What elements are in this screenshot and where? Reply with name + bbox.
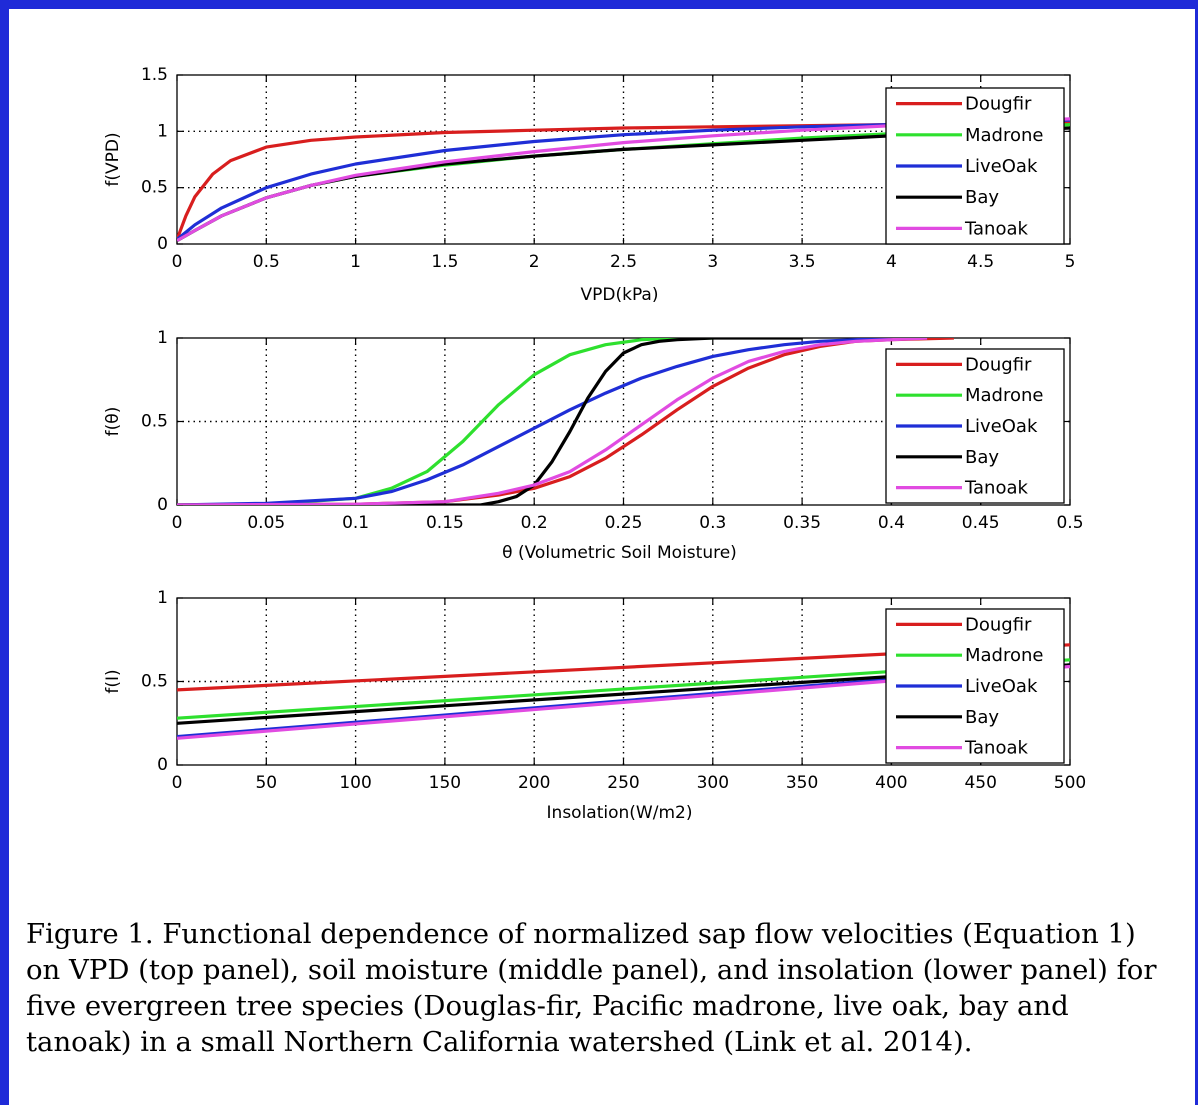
legend-label-liveoak: LiveOak bbox=[965, 416, 1038, 437]
x-tick-label: 0 bbox=[172, 252, 183, 272]
x-tick-label: 4.5 bbox=[967, 252, 994, 272]
legend-label-dougfir: Dougfir bbox=[965, 94, 1032, 115]
x-tick-label: 0.2 bbox=[521, 513, 548, 533]
x-tick-label: 350 bbox=[786, 773, 818, 793]
chart-panel-3: 0 50 100 150 200 250 300 350 400 450 500 0 0.5 1 Insol… bbox=[103, 588, 1086, 823]
y-tick-label: 1 bbox=[157, 588, 168, 608]
x-tick-label: 250 bbox=[607, 773, 639, 793]
y-tick-label: 0.5 bbox=[141, 672, 168, 692]
x-tick-label: 0.35 bbox=[783, 513, 821, 533]
x-tick-label: 0 bbox=[172, 773, 183, 793]
x-tick-label: 400 bbox=[875, 773, 907, 793]
x-tick-label: 2 bbox=[529, 252, 540, 272]
legend-label-dougfir: Dougfir bbox=[965, 614, 1032, 635]
x-tick-label: 5 bbox=[1065, 252, 1076, 272]
y-tick-label: 0.5 bbox=[141, 178, 168, 198]
y-tick-label: 1 bbox=[157, 121, 168, 141]
x-tick-label: 0.25 bbox=[605, 513, 643, 533]
legend-label-madrone: Madrone bbox=[965, 125, 1044, 146]
y-tick-label: 1 bbox=[157, 328, 168, 348]
x-axis-label: θ (Volumetric Soil Moisture) bbox=[502, 543, 737, 563]
x-tick-label: 4 bbox=[886, 252, 897, 272]
legend-label-bay: Bay bbox=[965, 447, 999, 468]
series-line-tanoak bbox=[177, 117, 1070, 242]
x-tick-label: 0.15 bbox=[426, 513, 464, 533]
x-tick-label: 0.4 bbox=[878, 513, 905, 533]
x-tick-label: 0.05 bbox=[247, 513, 285, 533]
x-tick-label: 2.5 bbox=[610, 252, 637, 272]
legend-label-tanoak: Tanoak bbox=[964, 478, 1028, 499]
y-tick-label: 1.5 bbox=[141, 65, 168, 85]
legend-label-bay: Bay bbox=[965, 187, 999, 208]
x-tick-label: 50 bbox=[255, 773, 277, 793]
x-tick-label: 100 bbox=[339, 773, 371, 793]
legend-label-dougfir: Dougfir bbox=[965, 354, 1032, 375]
x-tick-label: 3.5 bbox=[789, 252, 816, 272]
legend-label-tanoak: Tanoak bbox=[964, 218, 1028, 239]
x-tick-label: 0.45 bbox=[962, 513, 1000, 533]
legend-label-madrone: Madrone bbox=[965, 385, 1044, 406]
y-tick-label: 0 bbox=[157, 495, 168, 515]
x-tick-label: 150 bbox=[429, 773, 461, 793]
x-tick-label: 0.5 bbox=[1056, 513, 1083, 533]
x-axis-label: Insolation(W/m2) bbox=[547, 803, 693, 823]
legend-label-madrone: Madrone bbox=[965, 645, 1044, 666]
y-tick-label: 0 bbox=[157, 234, 168, 254]
series-line-tanoak bbox=[177, 338, 928, 505]
x-tick-label: 0 bbox=[172, 513, 183, 533]
x-axis-label: VPD(kPa) bbox=[581, 285, 659, 305]
y-axis-label: f(θ) bbox=[103, 407, 123, 437]
x-tick-label: 0.5 bbox=[253, 252, 280, 272]
x-tick-label: 0.3 bbox=[699, 513, 726, 533]
legend-label-bay: Bay bbox=[965, 707, 999, 728]
x-tick-label: 450 bbox=[964, 773, 996, 793]
x-tick-label: 200 bbox=[518, 773, 550, 793]
x-tick-label: 0.1 bbox=[342, 513, 369, 533]
chart-panel-1: 0 0.5 1 1.5 2 2.5 3 3.5 4 4.5 5 0 0.5 1 1.5 VPD(kPa) f(V… bbox=[103, 65, 1075, 305]
x-tick-label: 300 bbox=[697, 773, 729, 793]
legend-label-liveoak: LiveOak bbox=[965, 156, 1038, 177]
y-tick-label: 0 bbox=[157, 755, 168, 775]
x-tick-label: 1.5 bbox=[431, 252, 458, 272]
chart-panel-2: 0 0.05 0.1 0.15 0.2 0.25 0.3 0.35 0.4 0.45 0.5 0 0.5… bbox=[103, 328, 1084, 563]
y-tick-label: 0.5 bbox=[141, 412, 168, 432]
legend-label-liveoak: LiveOak bbox=[965, 676, 1038, 697]
x-tick-label: 1 bbox=[350, 252, 361, 272]
x-tick-label: 3 bbox=[707, 252, 718, 272]
series-line-bay bbox=[177, 338, 803, 505]
y-axis-label: f(I) bbox=[103, 669, 123, 693]
legend-label-tanoak: Tanoak bbox=[964, 738, 1028, 759]
x-tick-label: 500 bbox=[1054, 773, 1086, 793]
figure-caption: Figure 1. Functional dependence of norma… bbox=[26, 918, 1157, 1058]
y-axis-label: f(VPD) bbox=[103, 132, 123, 186]
